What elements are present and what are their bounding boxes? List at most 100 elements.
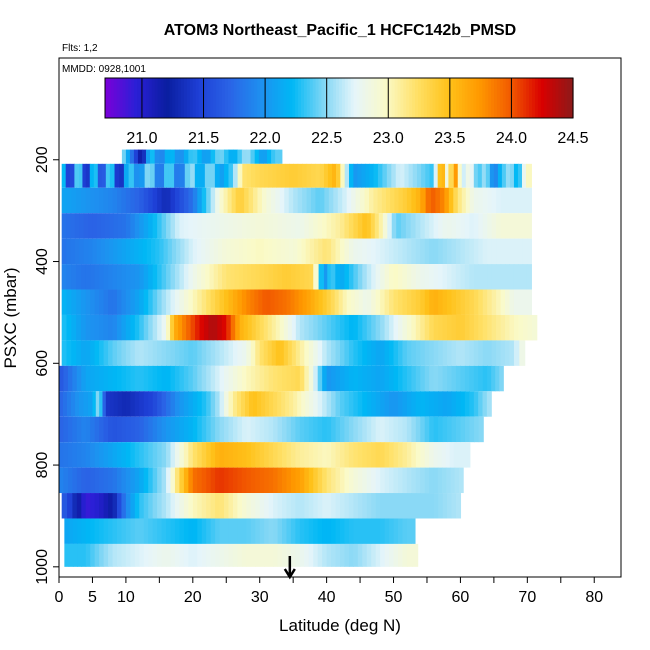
heat-cell-band-1	[441, 163, 446, 188]
heat-cell-band-6	[258, 289, 263, 315]
heat-cell-band-11	[67, 416, 73, 443]
heat-cell-band-5	[213, 264, 219, 290]
heat-cell-band-1	[74, 163, 80, 188]
heat-cell-band-7	[447, 314, 453, 341]
heat-cell-band-2	[504, 187, 510, 214]
heat-cell-band-14	[134, 493, 140, 519]
x-tick-label: 30	[251, 589, 269, 606]
heat-cell-band-7	[99, 314, 105, 341]
heat-cell-band-15	[224, 518, 230, 544]
heat-cell-band-6	[522, 289, 528, 315]
heat-cell-band-9	[478, 365, 484, 392]
heat-cell-band-16	[90, 543, 96, 567]
heat-cell-band-2	[306, 187, 312, 214]
heat-cell-band-4	[61, 238, 67, 265]
heat-cell-band-12	[453, 442, 459, 468]
heat-cell-band-12	[121, 442, 127, 468]
heat-cell-band-1	[425, 163, 431, 188]
heat-cell-band-13	[317, 467, 323, 494]
heat-cell-band-8	[161, 340, 167, 366]
heat-cell-band-4	[469, 238, 475, 265]
heat-cell-band-16	[143, 543, 149, 567]
heat-cell-band-1	[109, 163, 116, 188]
heat-cell-band-16	[139, 543, 145, 567]
heat-cell-band-11	[384, 416, 390, 443]
heat-cell-band-2	[315, 187, 321, 214]
heat-cell-band-0	[228, 149, 234, 164]
heat-cell-band-13	[81, 467, 87, 494]
heat-cell-band-12	[326, 442, 332, 468]
heat-cell-band-16	[246, 543, 252, 567]
heat-cell-band-5	[513, 264, 519, 290]
heat-cell-band-5	[80, 264, 87, 290]
heat-cell-band-3	[526, 213, 532, 239]
heat-cell-band-5	[273, 264, 279, 290]
heat-cell-band-10	[420, 391, 426, 417]
heat-cell-band-5	[166, 264, 172, 290]
colorbar-swatch	[143, 78, 147, 118]
heat-cell-band-6	[411, 289, 417, 315]
heat-cell-band-11	[161, 416, 167, 443]
heat-cell-band-8	[259, 340, 265, 366]
heat-cell-band-13	[273, 467, 279, 494]
heat-cell-band-7	[473, 314, 479, 341]
heat-cell-band-14	[241, 493, 247, 519]
heat-cell-band-7	[487, 314, 493, 341]
heat-cell-band-2	[360, 187, 366, 214]
heat-cell-band-14	[143, 493, 149, 519]
heat-cell-band-12	[219, 442, 225, 468]
heat-cell-band-6	[224, 289, 230, 315]
y-axis-label: PSXC (mbar)	[1, 267, 20, 368]
heat-cell-band-5	[491, 264, 497, 290]
heat-cell-band-5	[226, 264, 232, 290]
heat-cell-band-8	[215, 340, 221, 366]
heat-cell-band-16	[250, 543, 256, 567]
heat-cell-band-15	[259, 518, 265, 544]
heat-cell-band-6	[254, 289, 259, 315]
heat-cell-band-12	[433, 442, 439, 468]
heat-cell-band-4	[113, 238, 119, 265]
heat-cell-band-12	[179, 442, 185, 468]
heat-cell-band-1	[288, 163, 294, 188]
heat-cell-band-14	[90, 493, 96, 519]
colorbar-swatch	[295, 78, 299, 118]
colorbar-swatch	[181, 78, 185, 118]
heat-cell-band-12	[371, 442, 377, 468]
heat-cell-band-1	[493, 163, 499, 188]
heat-cell-band-8	[206, 340, 212, 366]
heat-cell-band-7	[406, 314, 412, 341]
heat-cell-band-11	[277, 416, 283, 443]
heat-cell-band-8	[402, 340, 408, 366]
heat-cell-band-11	[76, 416, 82, 443]
heat-cell-band-16	[268, 543, 274, 567]
heat-cell-band-16	[371, 543, 377, 567]
heat-cell-band-12	[67, 442, 73, 468]
heat-cell-band-12	[170, 442, 176, 468]
heat-cell-band-8	[112, 340, 118, 366]
heat-cell-band-10	[384, 391, 390, 417]
heat-cell-band-4	[125, 238, 131, 265]
heat-cell-band-9	[326, 365, 332, 392]
heat-cell-band-8	[76, 340, 82, 366]
heat-cell-band-0	[149, 149, 156, 164]
heat-cell-band-3	[410, 213, 417, 239]
heat-cell-band-10	[253, 391, 258, 417]
heat-cell-band-12	[362, 442, 368, 468]
heat-cell-band-10	[121, 391, 127, 417]
heat-cell-band-8	[237, 340, 243, 366]
heat-cell-band-15	[68, 518, 74, 544]
heat-cell-band-14	[192, 493, 198, 519]
heat-cell-band-2	[139, 187, 145, 214]
chart-title: ATOM3 Northeast_Pacific_1 HCFC142b_PMSD	[164, 22, 516, 39]
heat-cell-band-2	[166, 187, 172, 214]
heat-cell-band-13	[76, 467, 82, 494]
heat-cell-band-8	[188, 340, 194, 366]
heat-cell-band-13	[72, 467, 78, 494]
heat-cell-band-10	[197, 391, 203, 417]
colorbar-swatch	[429, 78, 434, 118]
heat-cell-band-7	[90, 314, 96, 341]
heat-cell-band-8	[143, 340, 149, 366]
heat-cell-band-14	[286, 493, 292, 519]
heat-cell-band-2	[80, 187, 87, 214]
heat-cell-band-8	[99, 340, 105, 366]
